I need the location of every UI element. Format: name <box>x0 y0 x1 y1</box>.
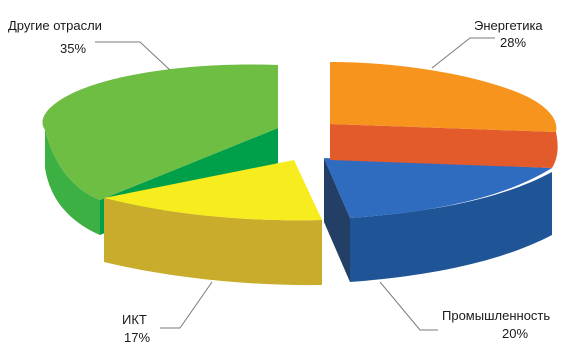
slice-ikt-top <box>104 160 322 221</box>
label-drugie-otrasli-name: Другие отрасли <box>8 18 102 33</box>
label-promyshlennost-name: Промышленность <box>442 308 550 323</box>
slice-ikt <box>104 160 322 286</box>
label-ikt-name: ИКТ <box>122 312 147 327</box>
label-promyshlennost-value: 20% <box>502 326 528 341</box>
slice-promyshlennost-inner-side <box>324 158 350 282</box>
slice-promyshlennost-front-side <box>350 172 552 282</box>
label-ikt-value: 17% <box>124 330 150 345</box>
slice-energetika-front-side <box>330 124 558 168</box>
slice-ikt-front-side <box>104 198 322 286</box>
leader-line-drugie-otrasli <box>95 41 171 71</box>
slice-energetika <box>330 62 558 168</box>
leader-line-ikt <box>160 281 213 329</box>
slice-promyshlennost <box>324 158 552 282</box>
leader-line-energetika <box>431 37 495 69</box>
slice-energetika-top <box>330 62 557 132</box>
slice-drugie-otrasli-outer-side <box>45 130 100 235</box>
slice-drugie-otrasli-top <box>42 64 278 200</box>
leader-line-promyshlennost <box>379 281 438 331</box>
label-energetika-value: 28% <box>500 35 526 50</box>
label-drugie-otrasli-value: 35% <box>60 41 86 56</box>
slice-promyshlennost-top <box>324 158 552 218</box>
label-energetika-name: Энергетика <box>474 18 543 33</box>
